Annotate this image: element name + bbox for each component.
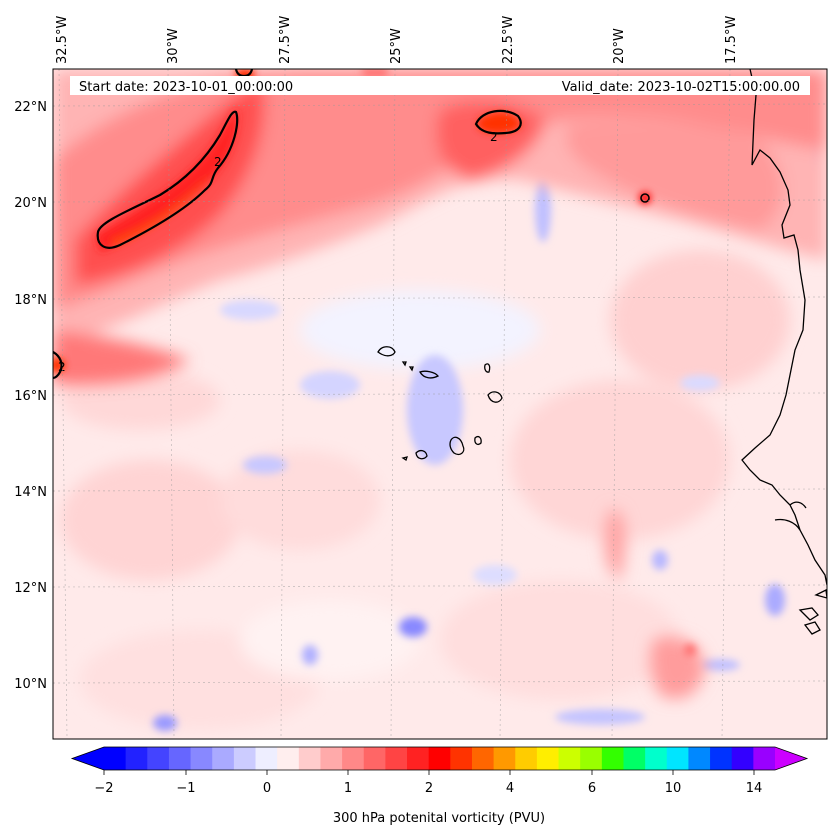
colorbar-segment [471, 747, 495, 770]
colorbar-tick-label: 6 [588, 781, 596, 796]
colorbar-segment [558, 747, 581, 770]
lon-label: 27.5°W [278, 16, 293, 64]
colorbar-segment [753, 747, 776, 770]
colorbar-tick-label: −1 [176, 781, 195, 796]
colorbar-segment [363, 747, 386, 770]
colorbar-segment [407, 747, 430, 770]
lat-label: 10°N [14, 677, 47, 692]
colorbar-segment [277, 747, 300, 770]
lat-label: 22°N [14, 100, 47, 115]
lat-label: 14°N [14, 485, 47, 500]
colorbar-tick-label: 1 [344, 781, 352, 796]
africa-coastline [741, 69, 827, 586]
longitude-labels: 32.5°W 30°W 27.5°W 25°W 22.5°W 20°W 17.5… [55, 16, 739, 64]
start-date-label: Start date: 2023-10-01_00:00:00 [79, 80, 293, 95]
colorbar-segment [104, 747, 127, 770]
colorbar-tick-label: 14 [746, 781, 763, 796]
lon-label: 30°W [166, 28, 181, 64]
colorbar-segment [255, 747, 278, 770]
colorbar-extend-high [775, 747, 807, 770]
colorbar-segment [320, 747, 343, 770]
colorbar: −2 −1 0 1 2 4 6 10 14 300 hPa potenital … [70, 746, 809, 826]
valid-date-label: Valid_date: 2023-10-02T15:00:00.00 [562, 80, 800, 95]
colorbar-tick-label: −2 [94, 781, 113, 796]
contour-north-blob [474, 109, 522, 135]
map-panel[interactable]: 2 2 2 [49, 69, 827, 739]
lon-label: 20°W [612, 28, 627, 64]
lat-label: 18°N [14, 293, 47, 308]
lat-label: 12°N [14, 581, 47, 596]
island-coastline [401, 361, 414, 372]
contour-northwest-streamer [96, 110, 239, 249]
colorbar-segment [212, 747, 235, 770]
colorbar-segment [710, 747, 733, 770]
lon-label: 32.5°W [55, 16, 70, 64]
colorbar-segment [688, 747, 711, 770]
colorbar-segment [666, 747, 690, 770]
island-coastline [419, 370, 439, 379]
island-coastline [487, 391, 503, 403]
colorbar-segment [450, 747, 473, 770]
colorbar-segment [731, 747, 754, 770]
colorbar-segment [536, 747, 560, 770]
colorbar-tick-label: 10 [665, 781, 682, 796]
island-coastline [449, 436, 465, 456]
colorbar-segment [385, 747, 408, 770]
coastline-inlet [774, 501, 827, 635]
pv-field-positive [53, 69, 827, 699]
pv-field-background [60, 250, 790, 730]
lon-label: 17.5°W [724, 16, 739, 64]
colorbar-segments [104, 747, 776, 770]
map-frame [52, 68, 828, 740]
colorbar-segment [298, 747, 322, 770]
colorbar-ticks [103, 770, 755, 775]
colorbar-segment [623, 747, 646, 770]
contour-labels: 2 2 2 [58, 130, 498, 374]
colorbar-extend-low [72, 747, 104, 770]
island-coastline [484, 363, 491, 373]
colorbar-segment [428, 747, 451, 770]
island-coastline [415, 449, 428, 460]
gridlines [53, 69, 827, 739]
colorbar-tick-label: 0 [263, 781, 271, 796]
colorbar-segment [342, 747, 365, 770]
lon-label: 25°W [389, 28, 404, 64]
pv-ring-marker [640, 193, 650, 203]
colorbar-segment [125, 747, 148, 770]
colorbar-segment [601, 747, 625, 770]
latitude-labels: 22°N 20°N 18°N 16°N 14°N 12°N 10°N [14, 100, 47, 692]
lat-label: 16°N [14, 389, 47, 404]
island-coastline [377, 346, 396, 357]
pv-2-contours [53, 69, 522, 380]
colorbar-segment [190, 747, 213, 770]
island-coastline [401, 456, 408, 462]
colorbar-tick-labels: −2 −1 0 1 2 4 6 10 14 [94, 781, 762, 796]
contour-label: 2 [490, 130, 498, 144]
colorbar-segment [168, 747, 192, 770]
colorbar-segment [645, 747, 668, 770]
colorbar-segment [147, 747, 170, 770]
island-coastline [474, 436, 482, 445]
colorbar-segment [233, 747, 257, 770]
lat-label: 20°N [14, 196, 47, 211]
colorbar-segment [580, 747, 603, 770]
colorbar-segment [515, 747, 538, 770]
colorbar-tick-label: 4 [506, 781, 514, 796]
colorbar-title: 300 hPa potenital vorticity (PVU) [333, 811, 545, 826]
contour-label: 2 [58, 360, 66, 374]
lon-label: 22.5°W [501, 16, 516, 64]
colorbar-segment [493, 747, 516, 770]
contour-west-edge [53, 351, 63, 380]
colorbar-tick-label: 2 [425, 781, 433, 796]
contour-label: 2 [214, 155, 222, 169]
header-strip [70, 76, 810, 95]
coastlines [377, 69, 827, 635]
